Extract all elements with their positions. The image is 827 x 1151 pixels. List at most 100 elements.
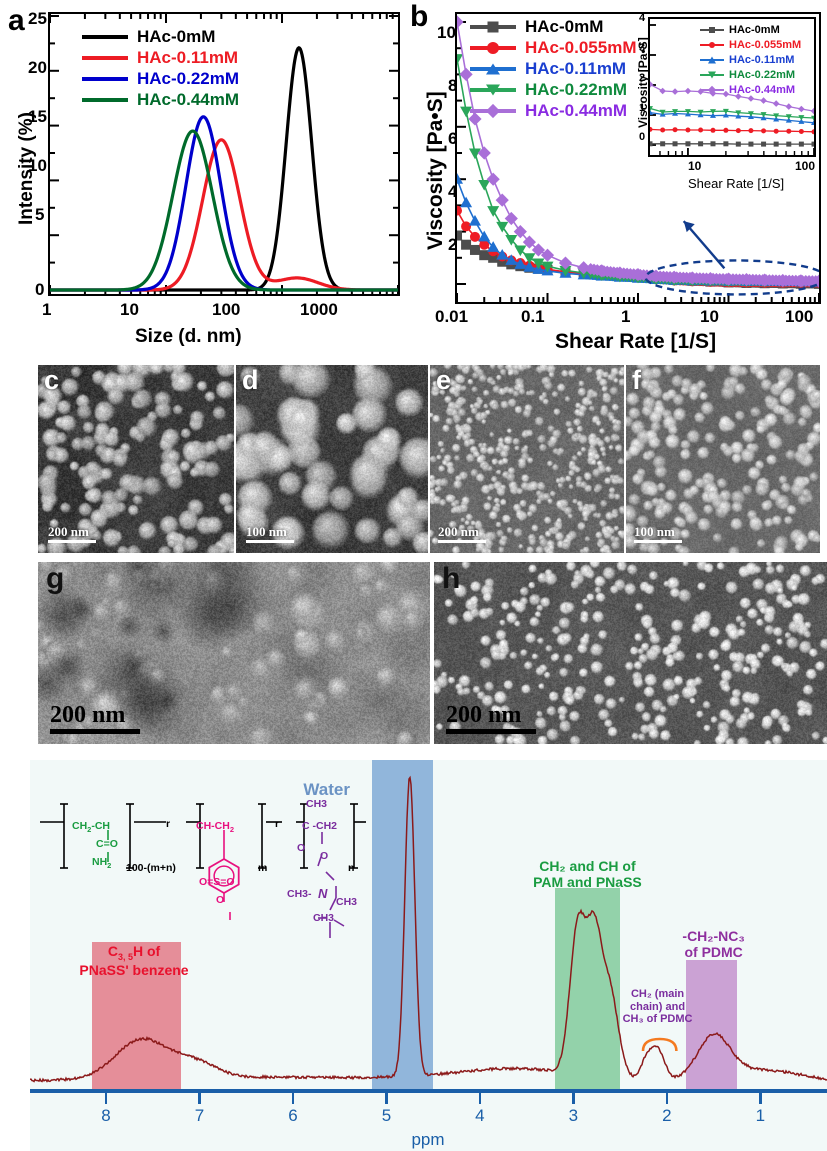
legend-line-swatch [82,97,128,102]
panel-a-ytick-0: 0 [35,280,45,299]
ppm-tick-7 [198,1093,201,1104]
legend-circle-marker [487,41,499,54]
legend-line-swatch [700,71,724,78]
legend-label: HAc-0.11mM [137,47,239,67]
tem-panel-e: e 200 nm [430,365,624,553]
scale-bar-line [438,540,486,543]
panel-a-x-axis-title: Size (d. nm) [135,326,242,347]
chem-unit1-backbone: CH2-CH [72,820,111,835]
panel-b-xtick-10: 10 [700,307,719,326]
legend-triangle-up-marker [708,56,716,63]
scale-bar-c: 200 nm [48,525,96,543]
scale-bar-line [634,540,682,543]
tem-panel-f-letter: f [632,365,641,395]
charts-row: a Intensity (%) 25 20 15 10 5 0 1 10 100… [0,0,827,362]
ppm-tick-4 [478,1093,482,1104]
panel-a-legend: HAc-0mM HAc-0.11mM HAc-0.22mM HAc-0.44mM [82,26,239,110]
nmr-band-benzene [91,942,181,1091]
tem-image-h [434,562,827,744]
chem-unit2-oxygen: O [216,894,225,906]
legend-label: HAc-0.22mM [525,79,628,99]
legend-line-swatch [470,21,516,32]
tem-panel-c-letter: c [44,365,60,395]
tem-image-g [38,562,430,744]
legend-line-swatch [82,55,128,60]
scale-bar-d: 100 nm [246,525,294,543]
nmr-band-water [372,760,434,1091]
nmr-annotation-pdmc-mainchain: CH₂ (main chain) and CH₃ of PDMC [610,988,706,1026]
tem-image-c [38,365,234,553]
polymer-structure-diagram [40,803,366,938]
tem-image-d [236,365,428,553]
inset-legend-item-1: HAc-0.055mM [700,37,801,52]
chem-unit2-subscript: m [258,862,268,874]
nmr-band-pam-pnass [554,888,621,1091]
panel-a-xtick-10: 10 [120,300,139,319]
inset-curves [650,24,814,155]
panel-a-legend-item-0: HAc-0mM [82,26,239,47]
chem-unit2-backbone: CH-CH2 [196,820,234,835]
scale-bar-label: 200 nm [446,702,522,728]
legend-line-swatch [82,76,128,81]
legend-label: HAc-0mM [525,16,604,36]
legend-line-swatch [470,41,516,54]
tem-panel-h: h 200 nm [434,562,827,744]
legend-line-swatch [470,84,516,95]
panel-a-ytick-15: 15 [28,107,47,126]
scale-bar-label: 100 nm [246,524,287,539]
ppm-tick-5 [385,1093,388,1104]
panel-b-x-axis-title: Shear Rate [1/S] [555,330,717,353]
pdmc-nc3-line-2: of PDMC [684,944,743,961]
panel-a-xtick-1000: 1000 [300,300,338,319]
legend-line-swatch [470,63,516,74]
ppm-label-2: 2 [662,1106,672,1125]
inset-legend-item-4: HAc-0.44mM [700,82,801,97]
ppm-label-3: 3 [568,1106,579,1125]
scale-bar-h: 200 nm [446,703,536,734]
scale-bar-g: 200 nm [50,703,140,734]
chem-unit3-nmethyl-bottom: CH3 [313,912,335,924]
legend-label: HAc-0.11mM [729,53,795,66]
panel-b-xtick-01: 0.1 [521,307,545,326]
chem-unit3-methyl-top: CH3 [306,798,328,810]
tem-image-e [430,365,624,553]
panel-a-ytick-5: 5 [35,205,45,224]
legend-label: HAc-0mM [729,23,780,36]
inset-legend-item-3: HAc-0.22mM [700,67,801,82]
pam-line-2: PAM and PNaSS [533,874,642,891]
scale-bar-line [50,729,140,734]
scale-bar-label: 100 nm [634,524,675,539]
inset-ytick-1: 1 [639,102,646,114]
benzene-line-1: C3, 5H of [107,943,161,962]
legend-line-swatch [700,56,724,63]
inset-y-axis-title: Viscosity [Pa•S] [636,37,650,128]
panel-b-legend: HAc-0mM HAc-0.055mM HAc-0.11mM HAc-0.22m… [470,16,637,121]
legend-square-marker [487,21,499,32]
ppm-label-6: 6 [288,1106,298,1125]
panel-b-letter: b [410,0,429,33]
nmr-spectrum-trace [30,775,827,1083]
ppm-tick-2 [665,1093,669,1104]
legend-label: HAc-0.055mM [525,37,637,57]
pam-line-1: CH₂ and CH of [539,858,636,874]
panel-a-xtick-1: 1 [42,300,52,319]
panel-b-legend-item-4: HAc-0.44mM [470,100,637,121]
inset-ytick-3: 3 [639,42,646,54]
chem-unit3-backbone: C -CH2 [302,820,338,832]
tem-panel-c: c 200 nm [38,365,234,553]
panel-b-legend-item-1: HAc-0.055mM [470,37,637,58]
chem-unit3-subscript: n [348,862,355,874]
inset-legend-item-2: HAc-0.11mM [700,52,801,67]
panel-b-inset [648,17,816,157]
tem-image-f [626,365,820,553]
legend-square-marker [709,26,715,33]
scale-bar-e: 200 nm [438,525,486,543]
chem-unit2-sulfonate: O=S=O [199,876,235,888]
ppm-tick-8 [104,1093,108,1104]
chem-link-r-2: r [275,818,280,830]
legend-triangle-down-marker [486,84,500,95]
ppm-tick-3 [572,1093,575,1104]
tem-panel-g: g 200 nm [38,562,430,744]
scale-bar-label: 200 nm [48,524,89,539]
scale-bar-label: 200 nm [438,524,479,539]
